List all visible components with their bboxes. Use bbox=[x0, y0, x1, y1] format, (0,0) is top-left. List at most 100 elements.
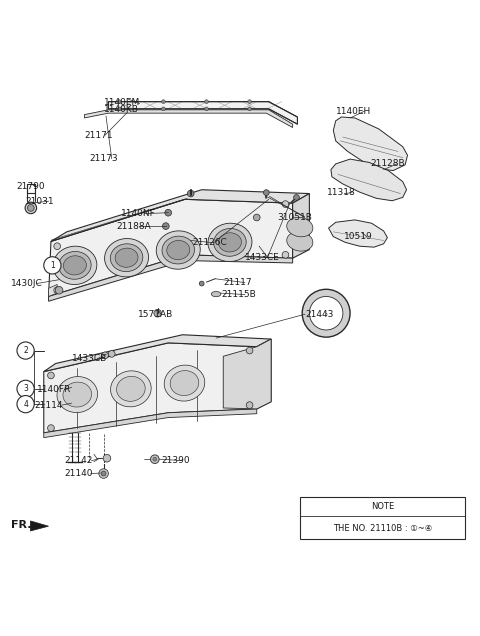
Polygon shape bbox=[257, 339, 271, 409]
Text: 21031: 21031 bbox=[25, 197, 54, 205]
Ellipse shape bbox=[110, 244, 143, 272]
Circle shape bbox=[246, 347, 253, 354]
Circle shape bbox=[294, 195, 300, 200]
Circle shape bbox=[246, 402, 253, 408]
Circle shape bbox=[154, 309, 161, 317]
Ellipse shape bbox=[218, 233, 241, 252]
Circle shape bbox=[25, 202, 36, 214]
Circle shape bbox=[282, 201, 289, 207]
Polygon shape bbox=[51, 190, 310, 242]
Text: 21117: 21117 bbox=[223, 278, 252, 287]
Ellipse shape bbox=[287, 232, 313, 251]
Polygon shape bbox=[48, 199, 293, 296]
Circle shape bbox=[162, 223, 169, 230]
Ellipse shape bbox=[53, 246, 97, 284]
Circle shape bbox=[48, 372, 54, 379]
Text: 1: 1 bbox=[50, 261, 55, 270]
Ellipse shape bbox=[208, 223, 252, 261]
Text: 1140FR: 1140FR bbox=[37, 385, 72, 394]
Text: THE NO. 21110B : ①~④: THE NO. 21110B : ①~④ bbox=[333, 524, 432, 533]
FancyBboxPatch shape bbox=[300, 497, 465, 539]
Polygon shape bbox=[108, 102, 298, 124]
Circle shape bbox=[199, 281, 204, 286]
Text: 21142: 21142 bbox=[64, 456, 92, 465]
Text: 21115B: 21115B bbox=[222, 290, 257, 299]
Circle shape bbox=[17, 396, 34, 413]
Text: 21128B: 21128B bbox=[370, 160, 405, 169]
Polygon shape bbox=[293, 193, 310, 258]
Ellipse shape bbox=[105, 238, 149, 277]
Polygon shape bbox=[48, 255, 293, 301]
Text: 1140EM: 1140EM bbox=[104, 98, 140, 107]
Text: 3: 3 bbox=[23, 384, 28, 393]
Text: 21188A: 21188A bbox=[117, 221, 151, 231]
Text: NOTE: NOTE bbox=[371, 502, 394, 511]
Text: 1433CB: 1433CB bbox=[72, 354, 107, 363]
Circle shape bbox=[118, 100, 121, 104]
Polygon shape bbox=[48, 284, 57, 296]
Text: 21443: 21443 bbox=[305, 310, 334, 319]
Circle shape bbox=[101, 471, 106, 476]
Text: 1571AB: 1571AB bbox=[138, 310, 173, 319]
Text: 31051B: 31051B bbox=[277, 213, 312, 222]
Text: 21114: 21114 bbox=[34, 401, 63, 410]
Text: 1140EH: 1140EH bbox=[336, 107, 371, 116]
Text: 4: 4 bbox=[23, 399, 28, 409]
Text: 21173: 21173 bbox=[89, 154, 118, 163]
Polygon shape bbox=[44, 409, 257, 438]
Ellipse shape bbox=[117, 377, 145, 401]
Circle shape bbox=[17, 380, 34, 398]
Circle shape bbox=[282, 251, 289, 258]
Circle shape bbox=[187, 190, 194, 197]
Ellipse shape bbox=[167, 240, 190, 259]
Polygon shape bbox=[328, 220, 387, 247]
Circle shape bbox=[165, 209, 171, 216]
Circle shape bbox=[48, 425, 54, 431]
Text: 21790: 21790 bbox=[16, 183, 45, 191]
Circle shape bbox=[248, 107, 252, 111]
Polygon shape bbox=[84, 110, 293, 127]
Ellipse shape bbox=[57, 377, 97, 413]
Circle shape bbox=[161, 107, 165, 111]
Ellipse shape bbox=[214, 228, 246, 256]
Ellipse shape bbox=[63, 382, 92, 407]
Text: FR.: FR. bbox=[11, 520, 32, 530]
Text: 21126C: 21126C bbox=[192, 238, 227, 247]
Polygon shape bbox=[44, 343, 257, 433]
Ellipse shape bbox=[63, 256, 86, 275]
Text: 1140NF: 1140NF bbox=[121, 209, 156, 218]
Text: 21390: 21390 bbox=[161, 456, 190, 465]
Circle shape bbox=[118, 107, 121, 111]
Ellipse shape bbox=[59, 251, 91, 279]
Text: 1140KB: 1140KB bbox=[104, 105, 138, 114]
Text: 1433CE: 1433CE bbox=[245, 253, 279, 262]
Text: 1430JC: 1430JC bbox=[11, 279, 43, 288]
Circle shape bbox=[204, 100, 208, 104]
Circle shape bbox=[161, 100, 165, 104]
Circle shape bbox=[151, 455, 159, 464]
Circle shape bbox=[248, 100, 252, 104]
Circle shape bbox=[44, 257, 61, 274]
Circle shape bbox=[153, 457, 157, 461]
Circle shape bbox=[102, 352, 108, 359]
Circle shape bbox=[204, 107, 208, 111]
Ellipse shape bbox=[110, 371, 151, 407]
Ellipse shape bbox=[287, 218, 313, 237]
Polygon shape bbox=[223, 339, 271, 409]
Circle shape bbox=[55, 286, 63, 294]
Ellipse shape bbox=[115, 248, 138, 267]
Circle shape bbox=[264, 190, 269, 195]
Ellipse shape bbox=[156, 231, 200, 269]
Circle shape bbox=[253, 214, 260, 221]
Circle shape bbox=[54, 243, 60, 249]
Circle shape bbox=[17, 342, 34, 359]
Text: 21140: 21140 bbox=[64, 469, 92, 478]
Ellipse shape bbox=[162, 236, 194, 264]
Text: 21171: 21171 bbox=[84, 130, 113, 140]
Ellipse shape bbox=[164, 365, 205, 401]
Text: 11318: 11318 bbox=[327, 188, 356, 197]
Polygon shape bbox=[333, 117, 408, 170]
Polygon shape bbox=[30, 521, 48, 531]
Circle shape bbox=[103, 454, 111, 462]
Text: 2: 2 bbox=[23, 346, 28, 355]
